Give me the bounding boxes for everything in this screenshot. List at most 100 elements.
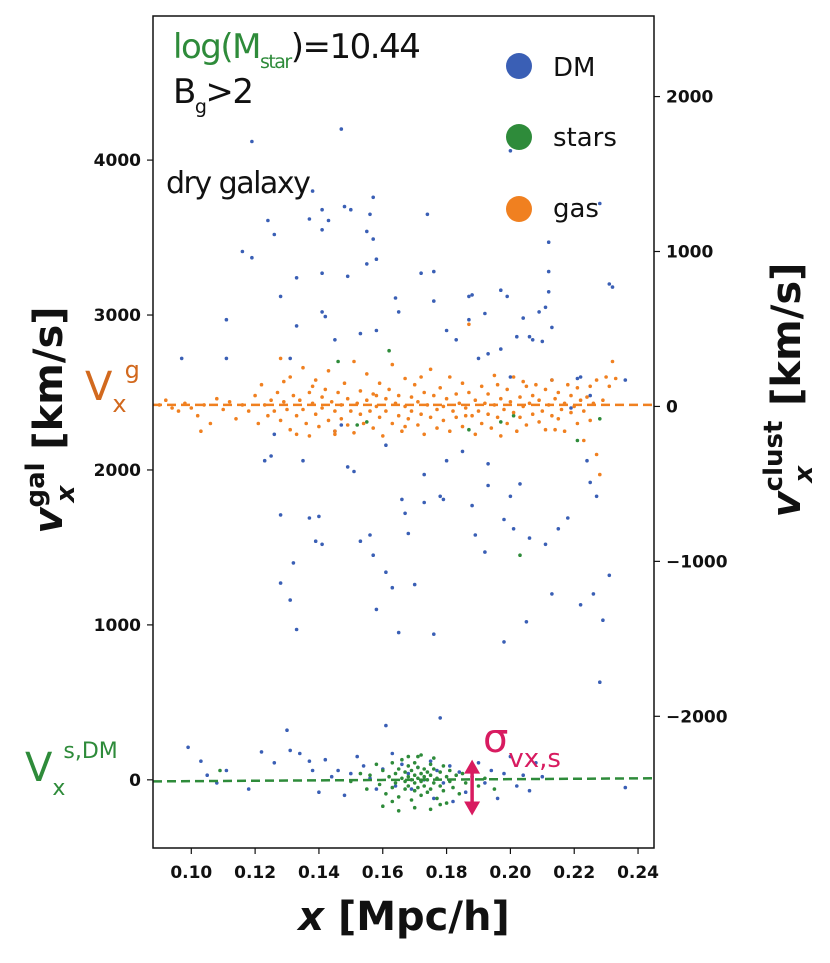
y-left-tick-label: 2000 bbox=[94, 461, 141, 481]
point-dm bbox=[578, 603, 583, 607]
point-dm bbox=[460, 449, 465, 454]
point-stars bbox=[416, 754, 420, 759]
point-dm bbox=[288, 748, 293, 753]
point-stars bbox=[425, 790, 430, 794]
point-dm bbox=[368, 533, 372, 537]
point-gas bbox=[435, 407, 439, 412]
point-gas bbox=[448, 429, 452, 434]
point-gas bbox=[365, 398, 369, 403]
point-gas bbox=[556, 390, 561, 395]
x-tick-label: 0.10 bbox=[170, 863, 212, 883]
point-gas bbox=[387, 387, 391, 392]
point-dm bbox=[457, 770, 462, 774]
point-gas bbox=[368, 409, 372, 413]
point-gas bbox=[320, 395, 324, 399]
point-gas bbox=[215, 396, 219, 401]
x-tick-label: 0.12 bbox=[234, 863, 276, 883]
point-dm bbox=[508, 375, 513, 379]
point-gas bbox=[511, 375, 516, 379]
point-dm bbox=[546, 290, 551, 294]
point-dm bbox=[511, 527, 516, 531]
point-gas bbox=[170, 406, 174, 410]
y-right-tick-label: −1000 bbox=[666, 552, 728, 572]
point-stars bbox=[438, 802, 443, 807]
y-left-tick-label: 1000 bbox=[94, 616, 141, 636]
sigma-arrow-head-down bbox=[464, 801, 481, 816]
point-gas bbox=[588, 418, 592, 423]
point-dm bbox=[199, 759, 203, 763]
point-dm bbox=[585, 458, 589, 463]
point-dm bbox=[483, 550, 487, 554]
legend-label-gas: gas bbox=[553, 194, 599, 224]
point-dm bbox=[291, 561, 296, 565]
point-stars bbox=[403, 787, 407, 791]
point-stars bbox=[448, 768, 452, 773]
point-dm bbox=[320, 207, 324, 212]
point-gas bbox=[588, 384, 592, 389]
point-dm bbox=[384, 570, 388, 574]
point-dm bbox=[543, 542, 548, 547]
point-stars bbox=[406, 764, 411, 768]
chart-marks bbox=[152, 127, 655, 816]
point-gas bbox=[495, 415, 500, 420]
point-gas bbox=[537, 420, 541, 424]
point-stars bbox=[409, 798, 414, 802]
point-gas bbox=[416, 400, 420, 404]
point-dm bbox=[409, 787, 414, 791]
point-dm bbox=[349, 771, 353, 776]
point-dm bbox=[259, 750, 264, 754]
point-gas bbox=[470, 413, 474, 418]
point-gas bbox=[524, 423, 529, 427]
point-gas bbox=[403, 424, 407, 429]
point-gas bbox=[515, 429, 519, 434]
point-gas bbox=[371, 426, 376, 430]
point-stars bbox=[444, 801, 449, 805]
point-stars bbox=[384, 792, 388, 796]
point-stars bbox=[492, 787, 497, 791]
stars-dm-velocity-label: Vxs,DM bbox=[25, 739, 118, 801]
point-dm bbox=[448, 764, 452, 768]
y-right-tick-label: 1000 bbox=[666, 243, 713, 263]
point-dm bbox=[505, 294, 510, 299]
point-gas bbox=[582, 409, 586, 413]
point-gas bbox=[419, 375, 423, 379]
legend-marker-stars bbox=[506, 124, 532, 150]
point-dm bbox=[454, 338, 459, 342]
point-gas bbox=[460, 381, 465, 386]
point-dm bbox=[588, 480, 592, 485]
point-dm bbox=[374, 257, 379, 262]
svg-text:vclustx [km/s]: vclustx [km/s] bbox=[759, 263, 819, 518]
point-dm bbox=[361, 764, 366, 768]
point-dm bbox=[371, 237, 376, 241]
point-dm bbox=[534, 761, 538, 765]
point-gas bbox=[562, 429, 567, 434]
point-gas bbox=[345, 396, 350, 401]
x-tick-label: 0.14 bbox=[298, 863, 340, 883]
point-dm bbox=[272, 232, 277, 237]
point-dm bbox=[550, 592, 554, 596]
point-gas bbox=[400, 429, 404, 434]
point-gas bbox=[575, 421, 580, 426]
point-dm bbox=[396, 630, 401, 635]
point-gas bbox=[301, 407, 305, 412]
point-stars bbox=[400, 757, 404, 762]
point-dm bbox=[320, 271, 324, 276]
x-axis-title: x [Mpc/h] bbox=[296, 894, 510, 940]
point-gas bbox=[409, 409, 414, 413]
point-dm bbox=[470, 503, 474, 508]
point-dm bbox=[240, 249, 245, 254]
point-dm bbox=[371, 195, 376, 200]
point-gas bbox=[502, 407, 506, 412]
point-dm bbox=[307, 516, 312, 520]
point-gas bbox=[412, 382, 417, 387]
legend-marker-dm bbox=[506, 53, 532, 79]
point-gas bbox=[313, 378, 318, 382]
point-gas bbox=[530, 393, 535, 398]
point-stars bbox=[412, 805, 417, 810]
point-gas bbox=[543, 427, 548, 432]
point-dm bbox=[224, 768, 229, 773]
point-dm bbox=[390, 585, 395, 590]
chart-ticks: 0.10 0.12 0.14 0.16 0.18 0.20 0.22 0.24 0 1000 200… bbox=[94, 88, 728, 883]
point-dm bbox=[250, 255, 254, 260]
point-stars bbox=[412, 781, 417, 785]
